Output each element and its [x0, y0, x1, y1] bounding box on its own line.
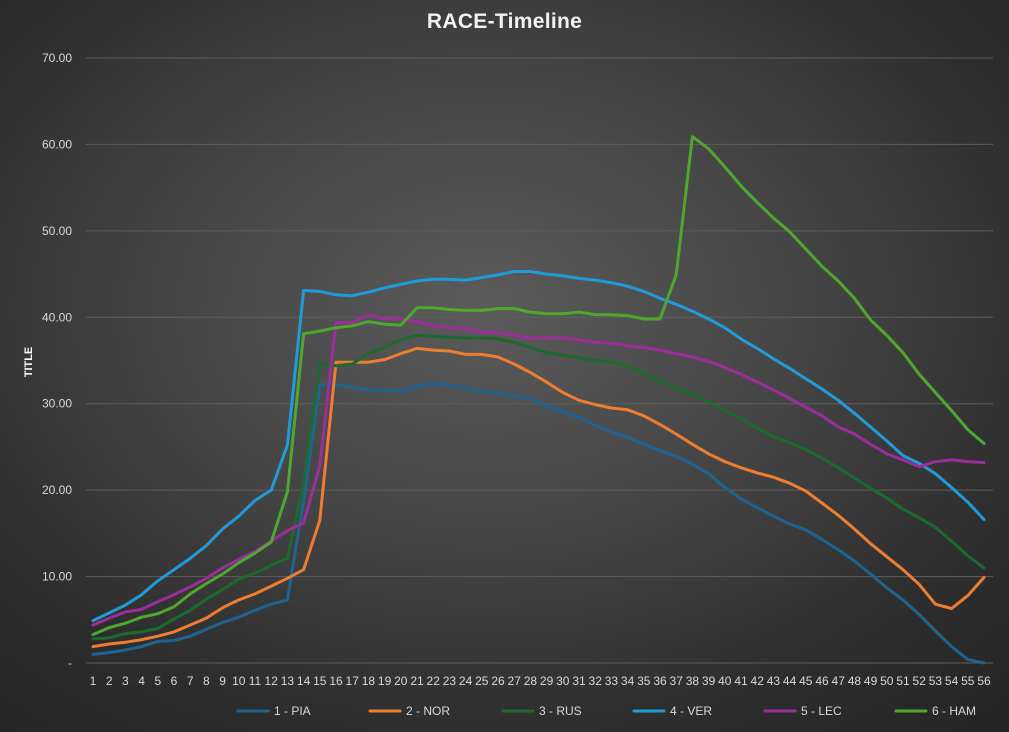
- x-tick-label: 40: [718, 674, 732, 688]
- x-tick-label: 14: [297, 674, 311, 688]
- x-tick-label: 12: [265, 674, 279, 688]
- x-tick-label: 36: [653, 674, 667, 688]
- legend-label: 1 - PIA: [274, 704, 311, 718]
- x-tick-label: 43: [767, 674, 781, 688]
- x-tick-label: 10: [232, 674, 246, 688]
- x-tick-label: 13: [281, 674, 295, 688]
- x-tick-label: 22: [427, 674, 441, 688]
- x-tick-label: 32: [589, 674, 603, 688]
- x-tick-label: 15: [313, 674, 327, 688]
- y-tick-label: 30.00: [42, 397, 72, 411]
- x-tick-label: 34: [621, 674, 635, 688]
- legend-label: 4 - VER: [670, 704, 712, 718]
- legend-label: 5 - LEC: [801, 704, 842, 718]
- legend-item-1: 1 - PIA: [236, 704, 311, 718]
- x-tick-label: 20: [394, 674, 408, 688]
- x-tick-label: 51: [896, 674, 910, 688]
- x-tick-label: 17: [346, 674, 360, 688]
- x-tick-label: 24: [459, 674, 473, 688]
- y-tick-label: 70.00: [42, 51, 72, 65]
- x-axis: 1 2 3 4 5 6 7 8 9 10 11 12 13 14 15 16 17 18 19 20 21 22 23 24 2…: [90, 674, 991, 688]
- x-tick-label: 26: [491, 674, 505, 688]
- legend-label: 6 - HAM: [932, 704, 976, 718]
- series-line-4: [91, 270, 986, 623]
- series-line-5: [91, 313, 986, 627]
- x-tick-label: 7: [187, 674, 194, 688]
- x-tick-label: 55: [961, 674, 975, 688]
- x-tick-label: 49: [864, 674, 878, 688]
- x-tick-label: 1: [90, 674, 97, 688]
- legend: 1 - PIA 2 - NOR 3 - RUS 4 - VER 5 - LEC 6 - H…: [236, 704, 976, 718]
- x-tick-label: 29: [540, 674, 554, 688]
- x-tick-label: 8: [203, 674, 210, 688]
- x-tick-label: 56: [977, 674, 991, 688]
- x-tick-label: 54: [945, 674, 959, 688]
- x-tick-label: 25: [475, 674, 489, 688]
- x-tick-label: 52: [913, 674, 927, 688]
- legend-item-6: 6 - HAM: [894, 704, 976, 718]
- x-tick-label: 38: [686, 674, 700, 688]
- legend-label: 3 - RUS: [539, 704, 582, 718]
- series-lines: [91, 135, 986, 665]
- x-tick-label: 47: [832, 674, 846, 688]
- x-tick-label: 50: [880, 674, 894, 688]
- x-tick-label: 5: [154, 674, 161, 688]
- series-line-6: [91, 135, 986, 636]
- x-tick-label: 46: [815, 674, 829, 688]
- y-tick-label: 20.00: [42, 483, 72, 497]
- legend-item-5: 5 - LEC: [763, 704, 842, 718]
- y-tick-label: 10.00: [42, 570, 72, 584]
- x-tick-label: 44: [783, 674, 797, 688]
- x-tick-label: 11: [249, 674, 262, 688]
- x-tick-label: 3: [122, 674, 129, 688]
- x-tick-label: 28: [524, 674, 538, 688]
- series-line-3: [91, 333, 986, 641]
- x-tick-label: 18: [362, 674, 376, 688]
- x-tick-label: 9: [219, 674, 226, 688]
- legend-item-2: 2 - NOR: [368, 704, 450, 718]
- y-axis-label: TITLE: [23, 347, 35, 378]
- x-tick-label: 39: [702, 674, 716, 688]
- x-tick-label: 27: [508, 674, 522, 688]
- x-tick-label: 30: [556, 674, 570, 688]
- x-tick-label: 23: [443, 674, 457, 688]
- x-tick-label: 42: [751, 674, 765, 688]
- x-tick-label: 19: [378, 674, 392, 688]
- gridlines: [86, 57, 993, 664]
- x-tick-label: 35: [637, 674, 651, 688]
- x-tick-label: 48: [848, 674, 862, 688]
- legend-item-3: 3 - RUS: [501, 704, 582, 718]
- y-tick-label: 60.00: [42, 137, 72, 151]
- x-tick-label: 45: [799, 674, 813, 688]
- y-tick-label: 40.00: [42, 310, 72, 324]
- y-tick-label: 50.00: [42, 224, 72, 238]
- x-tick-label: 4: [138, 674, 145, 688]
- y-axis: - 10.00 20.00 30.00 40.00 50.00 60.00 70.00: [42, 51, 72, 670]
- x-tick-label: 16: [329, 674, 343, 688]
- x-tick-label: 31: [572, 674, 586, 688]
- x-tick-label: 2: [106, 674, 113, 688]
- x-tick-label: 41: [734, 674, 748, 688]
- x-tick-label: 21: [410, 674, 424, 688]
- x-tick-label: 33: [605, 674, 619, 688]
- x-tick-label: 6: [171, 674, 178, 688]
- series-line-1: [91, 382, 986, 665]
- legend-item-4: 4 - VER: [632, 704, 712, 718]
- series-line-2: [91, 346, 986, 649]
- x-tick-label: 37: [670, 674, 684, 688]
- y-tick-label: -: [68, 656, 72, 670]
- chart-title: RACE-Timeline: [426, 10, 583, 33]
- legend-label: 2 - NOR: [406, 704, 450, 718]
- x-tick-label: 53: [929, 674, 943, 688]
